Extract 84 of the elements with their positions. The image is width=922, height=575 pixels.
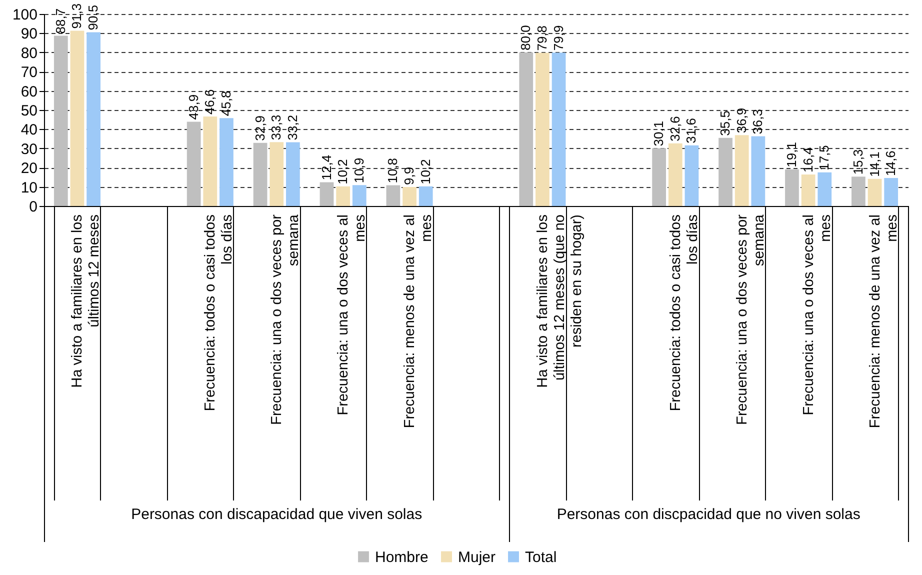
y-tick-label: 90	[20, 26, 38, 43]
text: Personas con discpacidad que no viven solas	[556, 506, 862, 523]
x-tick-label: Frecuencia: todos o casi todos los días	[202, 214, 236, 412]
x-tick-label: Frecuencia: una o dos veces al mes	[336, 214, 369, 416]
x-tick-label: Frecuencia: una o dos veces al mes	[800, 214, 834, 416]
bar	[70, 30, 84, 206]
y-tick-label: 20	[20, 160, 38, 178]
x-tick-label: Frecuencia: todos o casi todos los días	[668, 214, 701, 412]
data-label: 90,5	[86, 4, 101, 30]
legend-label: Total	[525, 548, 557, 566]
bar	[320, 182, 334, 206]
legend-label: Hombre	[375, 548, 428, 566]
data-label: 10,9	[351, 158, 366, 184]
data-label: 45,8	[218, 90, 234, 116]
x-tick-label: Ha visto a familiares en los últimos 12 meses	[70, 214, 103, 388]
bar	[652, 148, 666, 206]
bar	[286, 142, 300, 206]
data-label: 32,6	[667, 116, 682, 142]
y-tick-label: 10	[20, 179, 38, 196]
data-label: 14,1	[866, 152, 882, 177]
data-label: 30,1	[651, 120, 666, 146]
bar	[868, 178, 882, 206]
y-tick-label: 80	[20, 44, 38, 62]
y-tick-label: 60	[20, 83, 38, 100]
bar	[386, 185, 400, 206]
data-label: 43,9	[186, 94, 201, 120]
bar	[785, 169, 799, 206]
data-label: 12,4	[318, 154, 334, 180]
bar	[818, 172, 832, 206]
bar	[552, 52, 566, 206]
bar	[402, 186, 416, 206]
data-label: 19,1	[784, 142, 799, 168]
legend-label: Mujer	[458, 548, 496, 566]
data-label: 35,5	[718, 110, 733, 136]
data-label: 16,4	[800, 147, 816, 173]
bar	[54, 36, 68, 206]
bar	[536, 52, 550, 206]
data-label: 80,0	[518, 25, 534, 50]
data-label: 9,9	[402, 166, 417, 185]
bar	[684, 145, 699, 206]
data-label: 10,2	[335, 159, 350, 184]
data-label: 10,2	[418, 159, 433, 184]
bar	[668, 143, 682, 206]
data-label: 33,2	[284, 114, 300, 140]
bar	[852, 176, 866, 206]
data-label: 36,9	[734, 108, 749, 134]
data-label: 17,5	[816, 145, 832, 170]
data-label: 88,7	[52, 8, 68, 34]
y-tick-label: 40	[20, 122, 38, 139]
y-tick-label: 50	[20, 102, 38, 120]
y-tick-label: 30	[20, 140, 38, 158]
data-label: 36,3	[750, 108, 766, 134]
data-label: 10,8	[385, 158, 400, 184]
text: Personas con discapacidad que viven solas	[130, 506, 424, 523]
data-label: 79,8	[534, 25, 550, 51]
bar	[336, 186, 350, 206]
bar	[801, 174, 816, 206]
x-tick-label: Frecuencia: menos de una vez al mes	[867, 214, 900, 428]
data-label: 79,9	[550, 25, 566, 51]
y-tick-label: 70	[20, 64, 38, 82]
data-label: 14,6	[883, 150, 898, 176]
bar	[253, 142, 268, 206]
bar	[519, 52, 534, 206]
bar	[884, 178, 898, 206]
bar	[418, 186, 433, 206]
bar	[203, 116, 218, 206]
y-tick-label: 0	[29, 198, 38, 216]
bar	[220, 118, 234, 206]
data-label: 91,3	[69, 3, 84, 29]
x-tick-label: Frecuencia: menos de una vez al mes	[402, 214, 436, 428]
bar	[270, 142, 284, 206]
data-label: 46,6	[202, 89, 218, 115]
x-tick-label: Ha visto a familiares en los últimos 12 meses (que no residen en su hogar)	[534, 214, 585, 388]
data-label: 31,6	[684, 118, 699, 144]
y-tick-label: 100	[12, 6, 38, 24]
bar	[86, 32, 100, 206]
data-label: 32,9	[252, 116, 268, 141]
bar	[751, 136, 766, 206]
bar	[352, 185, 366, 206]
data-label: 33,3	[268, 114, 284, 140]
data-label: 15,3	[850, 149, 866, 175]
bar	[718, 138, 732, 206]
bar	[186, 122, 201, 206]
bar	[734, 135, 749, 206]
